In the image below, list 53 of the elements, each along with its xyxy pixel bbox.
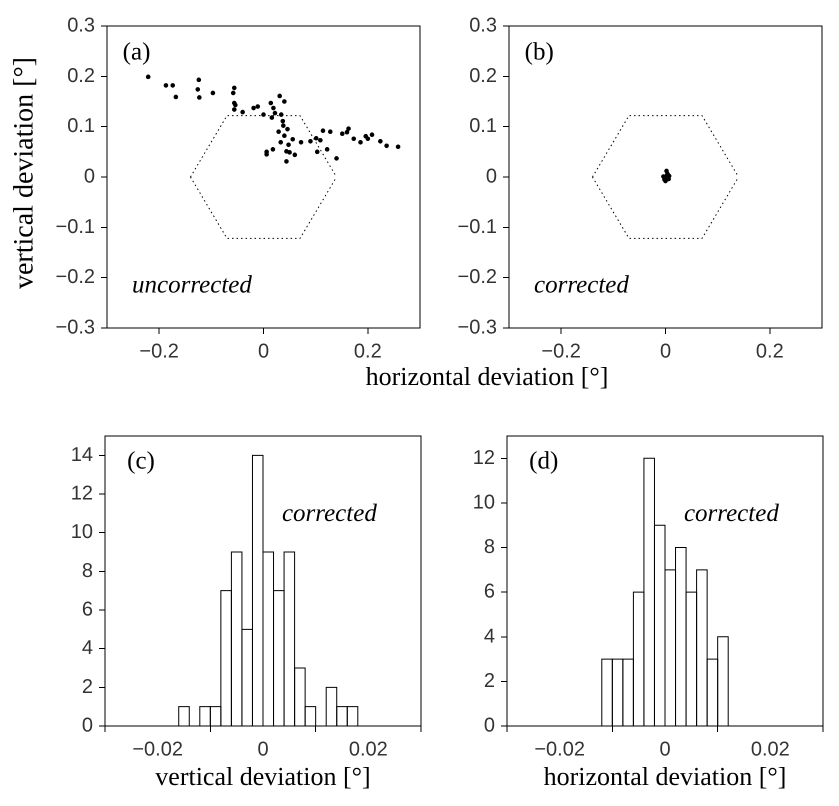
y-tick-label: 4: [484, 625, 495, 648]
y-tick-label: 0.1: [469, 115, 497, 138]
x-tick-label: −0.2: [139, 340, 179, 363]
y-tick-label: 8: [484, 536, 495, 558]
y-tick-label: 0.1: [67, 115, 95, 138]
y-tick-label: 10: [472, 491, 495, 514]
y-tick-label: 6: [484, 580, 495, 603]
y-tick-label: −0.3: [458, 316, 497, 339]
x-tick-label: 0: [660, 340, 672, 363]
x-tick-label: −0.2: [541, 340, 581, 363]
y-tick-label: 0.2: [469, 64, 497, 87]
x-tick-label: 0.02: [750, 738, 790, 761]
x-tick-label: 0: [258, 340, 270, 363]
annotation: uncorrected: [132, 271, 252, 298]
y-tick-label: 12: [472, 446, 495, 469]
x-tick-label: 0.02: [348, 738, 388, 761]
annotation: corrected: [534, 271, 630, 298]
x-axis-title: vertical deviation [°]: [155, 762, 371, 791]
y-tick-label: 12: [70, 482, 93, 505]
annotation: (c): [127, 448, 155, 475]
y-tick-label: 2: [82, 676, 93, 698]
y-tick-label: −0.3: [56, 316, 95, 339]
y-tick-label: 0.2: [67, 64, 95, 87]
y-tick-label: 10: [70, 521, 93, 544]
y-tick-label: −0.1: [458, 216, 497, 238]
x-axis-title: horizontal deviation [°]: [366, 362, 608, 391]
x-tick-label: −0.02: [132, 738, 183, 761]
y-tick-label: 0: [84, 166, 95, 188]
y-tick-label: −0.1: [56, 216, 95, 238]
annotation: (b): [524, 38, 554, 66]
y-tick-label: 0: [486, 166, 497, 188]
x-tick-label: −0.02: [534, 738, 585, 761]
y-tick-label: 14: [70, 444, 93, 466]
x-tick-label: 0: [257, 738, 269, 761]
y-tick-label: 8: [82, 560, 93, 582]
y-tick-label: 0: [82, 714, 93, 737]
y-tick-label: 0.3: [67, 14, 95, 37]
y-tick-label: 4: [82, 637, 93, 660]
y-tick-label: −0.2: [458, 266, 497, 288]
y-tick-label: 0.3: [469, 14, 497, 37]
annotation: (a): [122, 38, 150, 66]
y-tick-label: 2: [484, 670, 495, 692]
y-axis-title: vertical deviation [°]: [8, 56, 39, 288]
y-tick-label: −0.2: [56, 266, 95, 288]
annotation: corrected: [282, 500, 378, 527]
y-tick-label: 6: [82, 598, 93, 621]
y-tick-label: 0: [484, 714, 495, 737]
x-tick-label: 0: [659, 738, 671, 761]
annotation: corrected: [684, 500, 780, 527]
x-axis-title: horizontal deviation [°]: [544, 762, 786, 791]
x-tick-label: 0.2: [354, 340, 382, 363]
x-tick-label: 0.2: [756, 340, 784, 363]
annotation: (d): [529, 448, 558, 475]
